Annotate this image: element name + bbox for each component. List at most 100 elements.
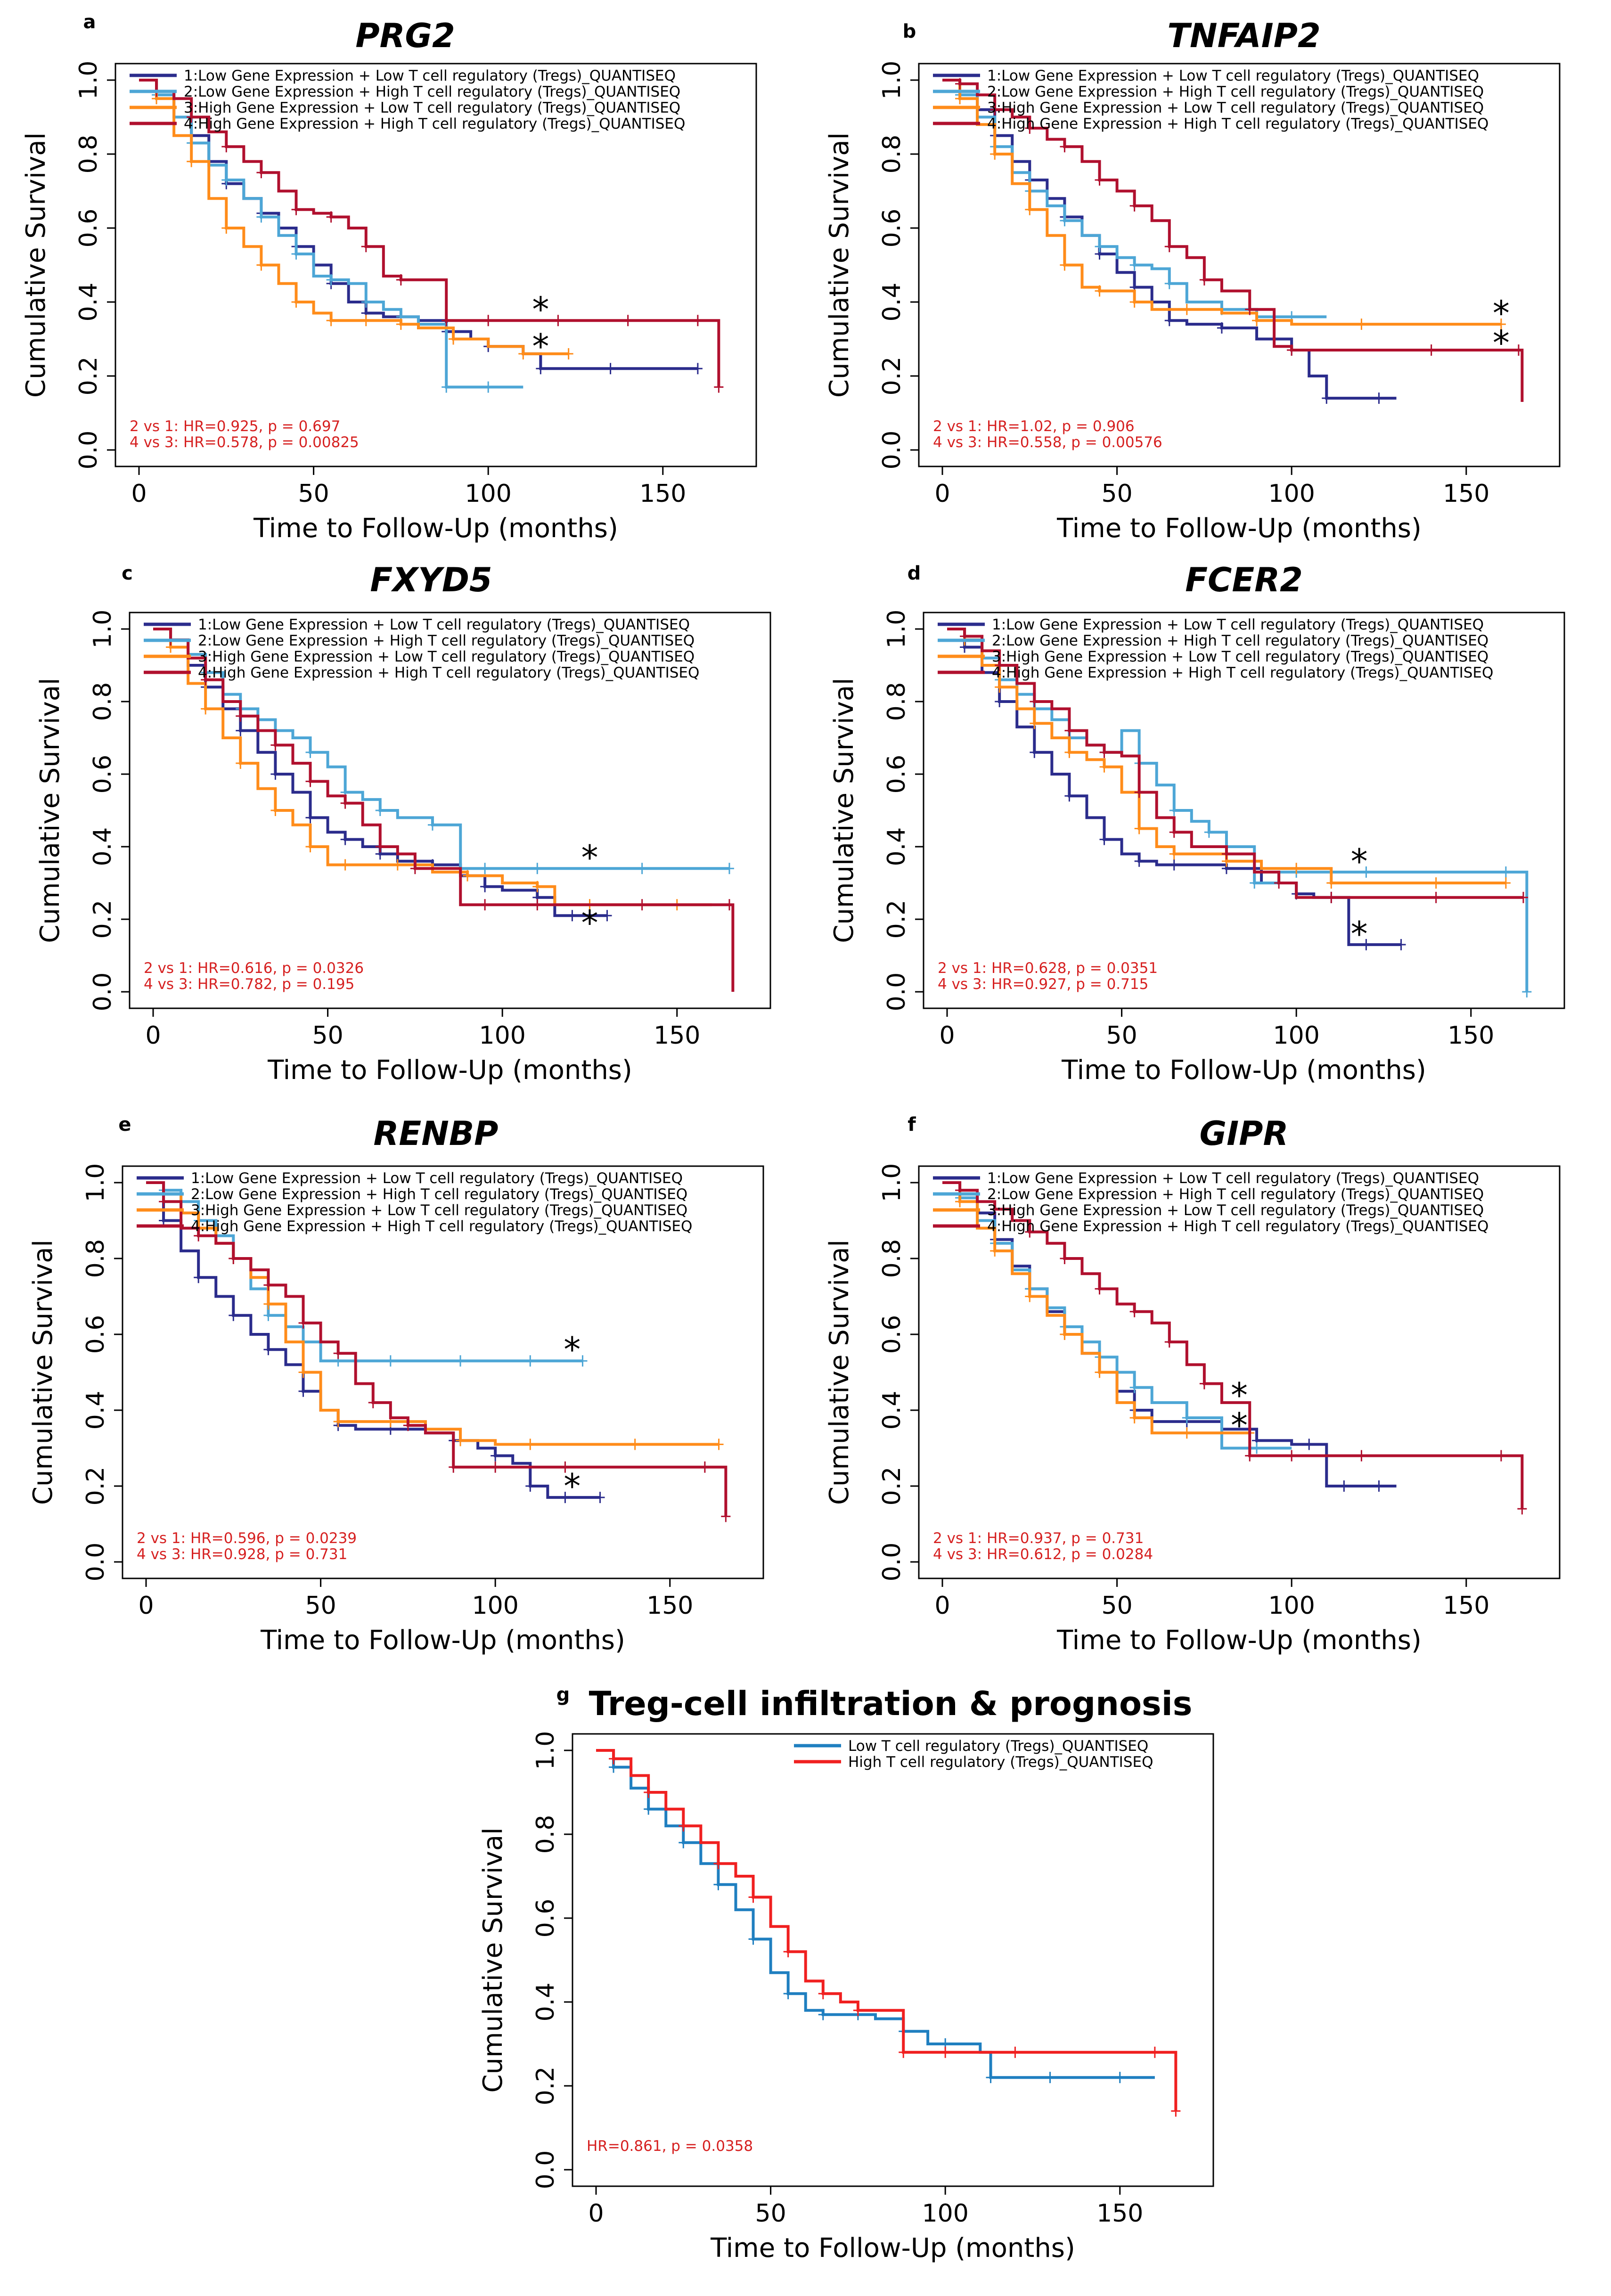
y-tick-label: 1.0 xyxy=(883,610,911,649)
significance-star: * xyxy=(581,903,598,943)
y-tick-label: 0.2 xyxy=(532,2067,560,2106)
x-tick-label: 0 xyxy=(138,1592,154,1620)
y-tick-label: 0.2 xyxy=(878,357,906,396)
y-tick-label: 0.6 xyxy=(74,209,103,248)
km-curve-4 xyxy=(153,628,735,992)
hr-stat: 4 vs 3: HR=0.578, p = 0.00825 xyxy=(130,434,359,451)
y-tick-label: 0.4 xyxy=(89,827,117,866)
y-tick-label: 0.6 xyxy=(82,1315,110,1354)
panel-title: FXYD5 xyxy=(370,561,492,599)
significance-star: * xyxy=(532,290,549,329)
hr-stat: 4 vs 3: HR=0.928, p = 0.731 xyxy=(137,1546,347,1563)
y-tick-label: 0.4 xyxy=(878,1391,906,1430)
y-tick-label: 0.0 xyxy=(89,972,117,1012)
legend-label: 3:High Gene Expression + Low T cell regu… xyxy=(987,1202,1484,1219)
y-tick-label: 0.2 xyxy=(878,1467,906,1506)
km-curve-3 xyxy=(942,1181,1250,1435)
y-tick-label: 0.8 xyxy=(532,1815,560,1854)
km-curve-Low xyxy=(596,1749,1155,2079)
x-tick-label: 150 xyxy=(646,1592,693,1620)
legend-label: Low T cell regulatory (Tregs)_QUANTISEQ xyxy=(848,1738,1148,1755)
x-tick-label: 150 xyxy=(654,1021,700,1050)
y-tick-label: 0.0 xyxy=(82,1543,110,1582)
y-tick-label: 0.6 xyxy=(878,1315,906,1354)
x-axis-label: Time to Follow-Up (months) xyxy=(1061,1055,1426,1086)
panel-f: f GIPR 0.0 0.2 0.4 0.6 0.8 1.0 0 50 100 150 Time to … xyxy=(824,1114,1561,1656)
x-tick-label: 50 xyxy=(1102,1592,1133,1620)
legend-label: 1:Low Gene Expression + Low T cell regul… xyxy=(987,67,1479,84)
significance-star: * xyxy=(1351,914,1368,954)
panel-g: g Treg-cell infiltration & prognosis 0.0 0.… xyxy=(478,1684,1214,2263)
y-tick-label: 0.4 xyxy=(74,283,103,322)
hr-stat: 2 vs 1: HR=0.616, p = 0.0326 xyxy=(144,960,364,977)
x-tick-label: 0 xyxy=(939,1021,955,1050)
y-axis-label: Cumulative Survival xyxy=(478,1827,508,2092)
x-tick-label: 100 xyxy=(1268,480,1315,508)
significance-star: * xyxy=(1493,323,1510,362)
significance-star: * xyxy=(1351,842,1368,881)
plot-frame xyxy=(572,1733,1214,2187)
x-tick-label: 100 xyxy=(1268,1592,1315,1620)
x-axis-label: Time to Follow-Up (months) xyxy=(710,2233,1075,2263)
plot-frame xyxy=(129,612,771,1009)
y-tick-label: 0.4 xyxy=(883,827,911,866)
legend-label: 4:High Gene Expression + High T cell reg… xyxy=(987,115,1488,132)
legend-label: 1:Low Gene Expression + Low T cell regul… xyxy=(198,616,690,633)
x-tick-label: 50 xyxy=(1106,1021,1137,1050)
legend-label: 1:Low Gene Expression + Low T cell regul… xyxy=(184,67,676,84)
km-curve-High xyxy=(596,1749,1178,2111)
significance-star: * xyxy=(581,838,598,877)
y-tick-label: 0.0 xyxy=(532,2150,560,2190)
legend-label: 2:Low Gene Expression + High T cell regu… xyxy=(987,1186,1484,1203)
y-tick-label: 0.2 xyxy=(82,1467,110,1506)
y-tick-label: 1.0 xyxy=(89,610,117,649)
panel-title: Treg-cell infiltration & prognosis xyxy=(589,1684,1193,1723)
x-axis-label: Time to Follow-Up (months) xyxy=(267,1055,632,1086)
x-tick-label: 150 xyxy=(1443,1592,1489,1620)
y-axis-label: Cumulative Survival xyxy=(28,1240,58,1505)
x-axis-label: Time to Follow-Up (months) xyxy=(1056,513,1422,544)
x-tick-label: 150 xyxy=(1443,480,1489,508)
x-tick-label: 0 xyxy=(934,1592,950,1620)
y-tick-label: 0.6 xyxy=(883,755,911,794)
hr-stat: 4 vs 3: HR=0.927, p = 0.715 xyxy=(938,976,1148,993)
x-tick-label: 0 xyxy=(145,1021,161,1050)
y-axis-label: Cumulative Survival xyxy=(829,678,859,943)
hr-stat: HR=0.861, p = 0.0358 xyxy=(587,2138,753,2155)
panel-title: RENBP xyxy=(374,1114,499,1153)
y-tick-label: 0.4 xyxy=(878,283,906,322)
y-tick-label: 0.2 xyxy=(74,357,103,396)
plot-frame xyxy=(122,1165,764,1579)
x-tick-label: 100 xyxy=(479,1021,526,1050)
panel-letter: c xyxy=(122,563,133,584)
panel-letter: e xyxy=(118,1114,131,1136)
panel-letter: f xyxy=(908,1114,916,1136)
hr-stat: 2 vs 1: HR=1.02, p = 0.906 xyxy=(933,418,1135,435)
x-tick-label: 50 xyxy=(312,1021,343,1050)
legend-label: 1:Low Gene Expression + Low T cell regul… xyxy=(987,1170,1479,1187)
y-axis-label: Cumulative Survival xyxy=(21,132,51,398)
significance-star: * xyxy=(1493,294,1510,333)
legend-label: 4:High Gene Expression + High T cell reg… xyxy=(191,1218,692,1235)
plot-frame xyxy=(114,63,757,467)
legend-label: 4:High Gene Expression + High T cell reg… xyxy=(987,1218,1488,1235)
km-curve-3 xyxy=(947,628,1506,884)
y-tick-label: 0.2 xyxy=(89,900,117,939)
legend-label: 2:Low Gene Expression + High T cell regu… xyxy=(198,632,695,649)
panel-a: a PRG2 0.0 0.2 0.4 0.6 0.8 1.0 0 50 100 150 Time to … xyxy=(21,11,757,544)
panel-title: TNFAIP2 xyxy=(1167,16,1320,55)
panel-d: d FCER2 0.0 0.2 0.4 0.6 0.8 1.0 0 50 100 150 Time to… xyxy=(829,561,1565,1086)
x-tick-label: 100 xyxy=(922,2199,969,2228)
x-tick-label: 100 xyxy=(472,1592,519,1620)
panel-title: GIPR xyxy=(1200,1114,1289,1153)
x-axis-label: Time to Follow-Up (months) xyxy=(1056,1625,1422,1656)
y-axis-label: Cumulative Survival xyxy=(824,1240,855,1505)
x-axis-label: Time to Follow-Up (months) xyxy=(253,513,618,544)
x-tick-label: 50 xyxy=(305,1592,336,1620)
legend-label: 4:High Gene Expression + High T cell reg… xyxy=(992,664,1493,681)
panel-letter: d xyxy=(908,563,921,584)
y-tick-label: 1.0 xyxy=(82,1163,110,1202)
y-tick-label: 0.4 xyxy=(532,1983,560,2022)
panel-c: c FXYD5 0.0 0.2 0.4 0.6 0.8 1.0 0 50 100 150 Time to… xyxy=(35,561,771,1086)
